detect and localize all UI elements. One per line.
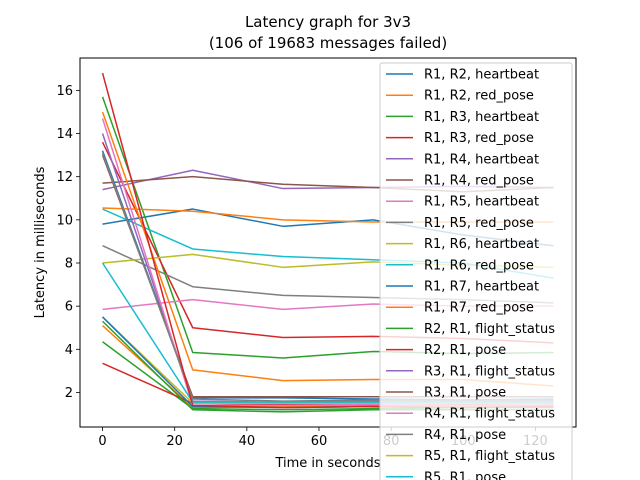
y-tick-label-0: 2 bbox=[65, 386, 73, 401]
legend: R1, R2, heartbeat R1, R2, red_pose R1, R3,… bbox=[379, 62, 573, 480]
y-axis: 2 4 6 8 10 12 14 16 bbox=[56, 84, 80, 401]
y-tick-label-3: 8 bbox=[65, 257, 73, 272]
legend-entry-11: R1, R7, red_pose bbox=[424, 301, 534, 316]
legend-entry-3: R1, R3, red_pose bbox=[424, 131, 534, 146]
x-tick-label-3: 60 bbox=[311, 434, 328, 449]
plot-frame bbox=[79, 57, 577, 428]
legend-box bbox=[379, 62, 573, 480]
legend-entry-0: R1, R2, heartbeat bbox=[424, 68, 539, 83]
legend-entry-19: R5, R1, pose bbox=[424, 470, 506, 480]
y-tick-label-4: 10 bbox=[56, 213, 73, 228]
legend-entry-18: R5, R1, flight_status bbox=[424, 449, 555, 464]
legend-entry-16: R4, R1, flight_status bbox=[424, 407, 555, 422]
legend-entry-4: R1, R4, heartbeat bbox=[424, 152, 539, 167]
y-tick-label-6: 14 bbox=[56, 127, 73, 142]
y-tick-label-2: 6 bbox=[65, 300, 73, 315]
x-tick-label-2: 40 bbox=[239, 434, 256, 449]
legend-entry-17: R4, R1, pose bbox=[424, 428, 506, 443]
y-axis-label: Latency in milliseconds bbox=[33, 166, 48, 318]
chart-title: Latency graph for 3v3 bbox=[245, 13, 411, 31]
legend-entry-13: R2, R1, pose bbox=[424, 343, 506, 358]
legend-entry-12: R2, R1, flight_status bbox=[424, 322, 555, 337]
legend-entry-5: R1, R4, red_pose bbox=[424, 174, 534, 189]
legend-entry-14: R3, R1, flight_status bbox=[424, 364, 555, 379]
legend-entry-6: R1, R5, heartbeat bbox=[424, 195, 539, 210]
chart-subtitle: (106 of 19683 messages failed) bbox=[209, 34, 447, 52]
x-axis-label: Time in seconds bbox=[274, 456, 380, 471]
legend-entry-1: R1, R2, red_pose bbox=[424, 89, 534, 104]
legend-entry-10: R1, R7, heartbeat bbox=[424, 280, 539, 295]
y-tick-label-1: 4 bbox=[65, 343, 73, 358]
legend-entry-9: R1, R6, red_pose bbox=[424, 258, 534, 273]
y-tick-label-7: 16 bbox=[56, 84, 73, 99]
legend-entry-15: R3, R1, pose bbox=[424, 386, 506, 401]
legend-entry-7: R1, R5, red_pose bbox=[424, 216, 534, 231]
x-tick-label-0: 0 bbox=[98, 434, 106, 449]
legend-entry-8: R1, R6, heartbeat bbox=[424, 237, 539, 252]
x-tick-label-1: 20 bbox=[166, 434, 183, 449]
legend-entry-2: R1, R3, heartbeat bbox=[424, 110, 539, 125]
y-tick-label-5: 12 bbox=[56, 170, 73, 185]
